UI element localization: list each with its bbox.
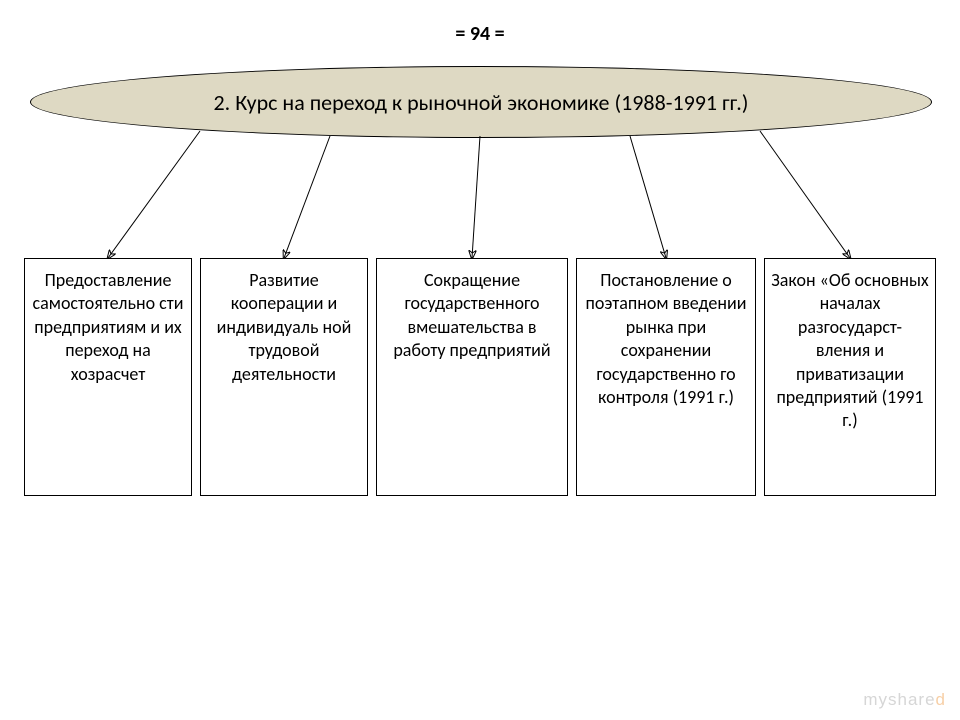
page-number: = 94 = — [0, 22, 960, 46]
box-3: Сокращение государственного вмешательств… — [376, 258, 568, 496]
watermark-text: myshare — [863, 690, 935, 709]
header-ellipse: 2. Курс на переход к рыночной экономике … — [30, 66, 932, 138]
box-2-text: Развитие кооперации и индивидуаль ной тр… — [205, 269, 363, 386]
box-1: Предоставление самостоятельно сти предпр… — [24, 258, 192, 496]
box-5: Закон «Об основных началах разгосударст-… — [764, 258, 936, 496]
header-title: 2. Курс на переход к рыночной экономике … — [214, 89, 749, 116]
watermark-accent: d — [936, 690, 946, 709]
box-1-text: Предоставление самостоятельно сти предпр… — [29, 269, 187, 386]
box-4: Постановление о поэтапном введении рынка… — [576, 258, 756, 496]
box-5-text: Закон «Об основных началах разгосударст-… — [769, 269, 931, 433]
box-3-text: Сокращение государственного вмешательств… — [381, 269, 563, 363]
watermark: myshared — [863, 690, 946, 710]
box-4-text: Постановление о поэтапном введении рынка… — [581, 269, 751, 409]
box-2: Развитие кооперации и индивидуаль ной тр… — [200, 258, 368, 496]
